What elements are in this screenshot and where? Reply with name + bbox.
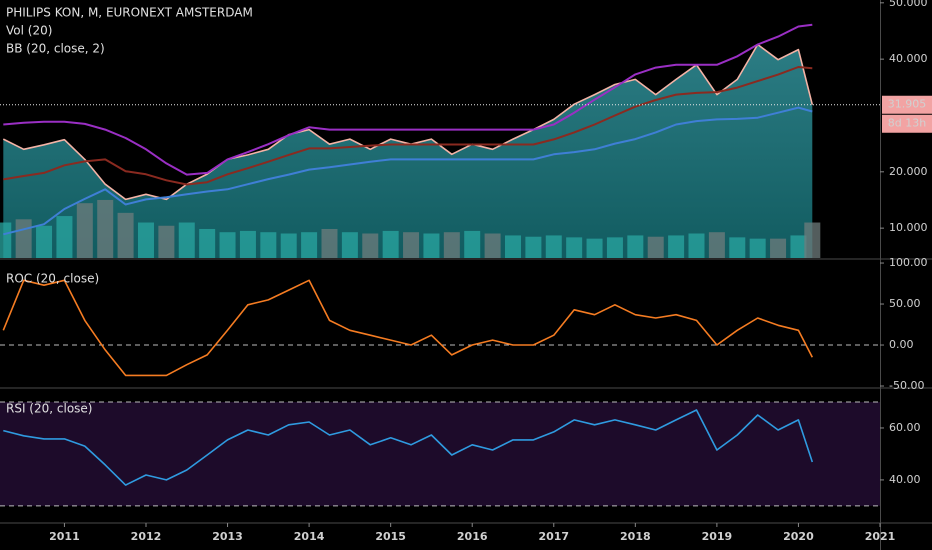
volume-bar <box>117 212 134 258</box>
x-tick-label: 2017 <box>538 530 569 543</box>
x-tick-label: 2019 <box>702 530 733 543</box>
volume-bar <box>668 235 685 258</box>
plot-layer <box>0 23 880 507</box>
x-tick-label: 2018 <box>620 530 651 543</box>
volume-bar <box>688 233 705 258</box>
volume-bar <box>280 233 297 258</box>
volume-bar <box>56 216 73 258</box>
pane <box>0 23 821 258</box>
volume-bar <box>362 233 379 258</box>
legend-entry: RSI (20, close) <box>6 402 92 416</box>
volume-bar <box>341 232 358 258</box>
y-tick-label: 40.00 <box>889 473 921 486</box>
pane <box>0 401 880 507</box>
legend-entry: BB (20, close, 2) <box>6 42 105 56</box>
volume-bar <box>464 230 481 258</box>
series-line <box>2 279 814 377</box>
volume-bar <box>15 219 32 258</box>
x-tick-label: 2012 <box>131 530 162 543</box>
x-tick-label: 2014 <box>294 530 325 543</box>
volume-bar <box>219 232 236 258</box>
y-tick-label: 50.00 <box>889 297 921 310</box>
volume-bar <box>749 238 766 258</box>
series-line <box>3 106 813 236</box>
volume-bar <box>586 238 603 258</box>
chart-title: PHILIPS KON, M, EURONEXT AMSTERDAM <box>6 6 253 20</box>
y-tick-label: 50.000 <box>889 0 928 9</box>
volume-bar <box>627 235 644 258</box>
y-tick-label: 0.00 <box>889 338 914 351</box>
volume-bar <box>566 237 583 258</box>
band <box>0 401 880 506</box>
volume-bar <box>76 203 93 258</box>
legend-entry: ROC (20, close) <box>6 272 99 286</box>
x-tick-label: 2021 <box>865 530 896 543</box>
x-tick-label: 2011 <box>49 530 80 543</box>
x-tick-label: 2020 <box>783 530 814 543</box>
volume-bar <box>545 235 562 258</box>
volume-bar <box>137 222 154 258</box>
volume-bar <box>382 230 399 258</box>
volume-bar <box>504 235 521 258</box>
volume-bar <box>729 237 746 258</box>
volume-bar <box>97 199 114 258</box>
volume-bar <box>804 222 821 258</box>
volume-bar <box>260 232 277 258</box>
volume-bar <box>321 228 338 258</box>
price-area <box>3 44 813 258</box>
y-tick-label: 20.000 <box>889 165 928 178</box>
volume-bar <box>158 225 175 258</box>
volume-bar <box>423 233 440 258</box>
y-tick-label: 60.00 <box>889 421 921 434</box>
volume-bar <box>403 232 420 258</box>
volume-bar <box>0 222 12 258</box>
x-tick-label: 2016 <box>457 530 488 543</box>
volume-bar <box>790 235 807 258</box>
volume-bar <box>443 232 460 258</box>
price-label: 31.905 <box>888 98 927 111</box>
price-label-box <box>882 95 932 114</box>
volume-bar <box>708 232 725 258</box>
pane <box>0 279 880 377</box>
x-tick-label: 2015 <box>375 530 406 543</box>
countdown-box <box>882 114 932 133</box>
series-line <box>3 23 813 176</box>
y-tick-label: 40.000 <box>889 52 928 65</box>
x-tick-label: 2013 <box>212 530 243 543</box>
volume-bar <box>606 237 623 258</box>
volume-bar <box>647 236 664 258</box>
countdown-label: 8d 13h <box>888 117 926 130</box>
volume-bar <box>484 233 501 258</box>
series-line <box>3 409 814 486</box>
volume-bar <box>36 225 53 258</box>
volume-bar <box>178 222 195 258</box>
legend-entry: Vol (20) <box>6 24 52 38</box>
volume-bar <box>239 230 256 258</box>
series-line <box>3 66 813 186</box>
y-tick-label: 100.00 <box>889 256 928 269</box>
volume-bar <box>770 238 787 258</box>
y-tick-label: -50.00 <box>889 379 924 392</box>
y-tick-label: 10.000 <box>889 221 928 234</box>
volume-bar <box>199 228 216 258</box>
volume-bar <box>301 232 318 258</box>
volume-bar <box>525 236 542 258</box>
